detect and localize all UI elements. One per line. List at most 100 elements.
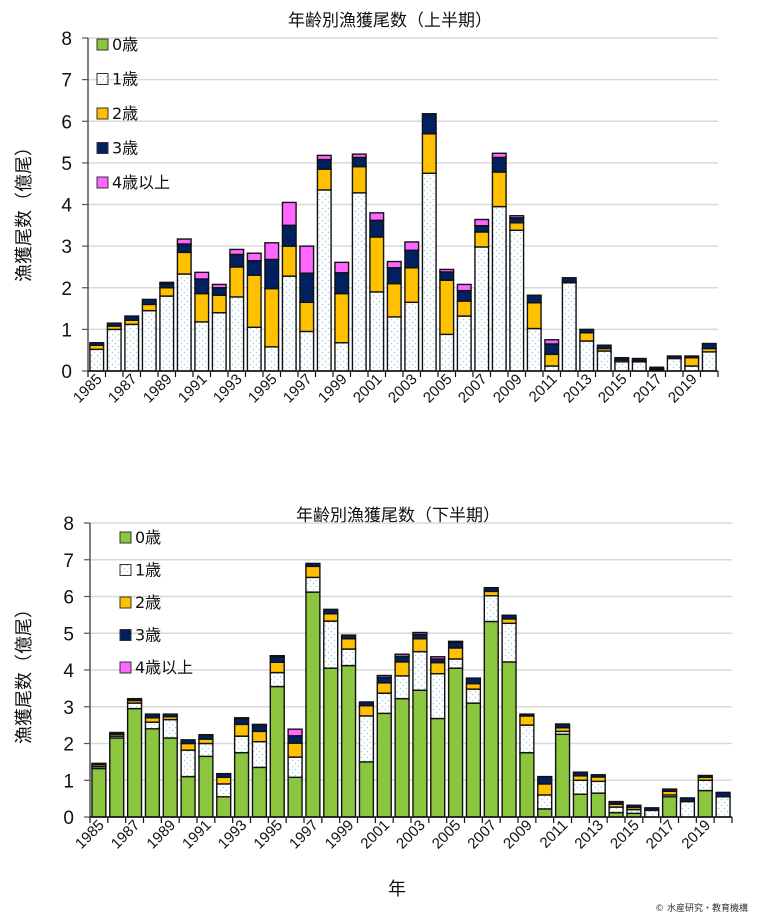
bar-segment-2004-s4: [430, 656, 446, 660]
bar-segment-2006-s0: [465, 702, 482, 818]
legend-swatch: [119, 661, 132, 674]
bar-segment-1995-s2: [264, 287, 280, 348]
x-tick-label: 1987: [105, 371, 141, 407]
bar-segment-1990-s0: [180, 775, 196, 818]
bar-segment-2018-s1: [666, 357, 682, 372]
x-tick-label: 2011: [537, 817, 572, 852]
legend-swatch: [119, 629, 132, 641]
bar-segment-2020-s3: [701, 342, 717, 350]
y-tick-label: 5: [61, 154, 72, 175]
bar-segment-1997-s0: [305, 591, 321, 818]
bar-segment-2012-s0: [572, 793, 589, 818]
bar-segment-2011-s2: [544, 353, 560, 367]
axes: [84, 522, 733, 823]
x-tick-label: 2017: [643, 817, 679, 853]
x-tick-label: 2019: [678, 817, 714, 853]
bar-segment-2020-s3: [715, 791, 731, 798]
bar-segment-1986-s1: [106, 328, 122, 372]
y-tick-label: 8: [63, 514, 74, 535]
bar-segment-1994-s4: [246, 252, 262, 262]
bar-segment-1989-s1: [159, 295, 175, 372]
bar-segment-1986-s0: [109, 737, 125, 818]
bar-segment-1987-s1: [126, 702, 143, 710]
bar-segment-1995-s3: [269, 656, 285, 663]
bar-segment-1996-s4: [281, 201, 297, 227]
bar-segment-1993-s1: [233, 735, 250, 754]
bar-segment-1990-s2: [180, 742, 196, 751]
bar-segment-2000-s3: [351, 156, 367, 168]
bar-segment-1989-s0: [162, 737, 178, 818]
bar-segment-2012-s3: [561, 277, 577, 283]
bar-segment-2013-s1: [590, 780, 606, 794]
bar-segment-2010-s1: [537, 794, 553, 810]
bar-segment-1989-s2: [159, 287, 175, 297]
bar-segment-2008-s4: [491, 152, 507, 159]
bar-segment-2003-s2: [412, 638, 428, 653]
bar-segment-1985-s3: [89, 341, 105, 346]
copyright-credit: © 水産研究・教育機構: [655, 904, 748, 914]
legend: 0歳 1歳 2歳 3歳 4歳以上: [96, 35, 170, 192]
bar-segment-2004-s2: [421, 133, 437, 174]
bar-segment-2007-s1: [483, 595, 499, 623]
bar-segment-2009-s4: [509, 215, 525, 219]
bar-segment-2008-s1: [491, 205, 507, 372]
y-axis-title: 漁獲尾数（億尾）: [14, 600, 35, 744]
bar-segment-1992-s1: [211, 312, 227, 372]
bar-segment-2001-s3: [369, 219, 385, 238]
bar-segment-1988-s3: [141, 298, 157, 306]
bar-segment-1994-s2: [251, 730, 268, 743]
bar-segment-2013-s3: [579, 328, 595, 334]
bar-segment-2005-s1: [439, 333, 455, 372]
bar-segment-2019-s3: [684, 355, 700, 359]
bar-segment-2010-s2: [537, 783, 553, 796]
bar-segment-2006-s4: [456, 283, 472, 292]
y-tick-label: 7: [63, 551, 74, 572]
bar-segment-1990-s1: [176, 273, 192, 372]
bar-segment-2003-s4: [404, 241, 420, 251]
bar-segment-2005-s2: [447, 647, 464, 660]
bar-segment-2007-s3: [483, 586, 499, 593]
y-axis-title: 漁獲尾数（億尾）: [14, 138, 35, 282]
bar-segment-2005-s3: [447, 641, 464, 649]
y-tick-label: 5: [63, 624, 74, 645]
bar-segment-1991-s0: [198, 755, 214, 818]
bar-segment-2019-s1: [697, 779, 713, 792]
bars: [91, 562, 731, 818]
bar-segment-2000-s3: [358, 701, 375, 707]
bar-segment-2007-s0: [483, 620, 499, 818]
y-tick-label: 2: [61, 279, 72, 300]
bar-segment-1999-s3: [340, 634, 357, 640]
bar-segment-1994-s4: [251, 723, 268, 727]
bar-segment-2006-s3: [456, 289, 472, 302]
x-tick-label: 2003: [385, 371, 421, 407]
legend-swatch: [96, 107, 109, 120]
bar-segment-1985-s0: [91, 767, 107, 818]
bar-segment-2003-s3: [404, 249, 420, 269]
bar-segment-1997-s2: [299, 301, 315, 333]
bar-segment-1992-s3: [216, 772, 232, 779]
bar-segment-2002-s1: [386, 316, 402, 372]
x-tick-label: 1985: [72, 817, 108, 853]
bar-segment-1993-s2: [229, 266, 245, 298]
bar-segment-1992-s4: [211, 283, 227, 289]
x-tick-label: 2019: [665, 371, 701, 407]
bar-segment-1988-s1: [144, 721, 161, 730]
bar-segment-2003-s2: [404, 267, 420, 304]
bar-segment-1988-s1: [141, 309, 157, 372]
bar-segment-1993-s4: [229, 248, 245, 256]
x-tick-label: 2007: [455, 371, 491, 407]
legend-label: 0歳: [112, 35, 138, 54]
bar-segment-2002-s3: [386, 267, 402, 285]
bar-segment-1990-s4: [176, 238, 192, 245]
bar-segment-2007-s4: [474, 218, 490, 227]
bar-segment-1999-s4: [334, 261, 350, 274]
bar-segment-1988-s0: [144, 728, 161, 818]
x-tick-label: 1999: [322, 817, 358, 853]
x-tick-label: 2013: [571, 817, 607, 853]
bar-segment-1995-s0: [269, 685, 285, 818]
bar-segment-2000-s2: [351, 165, 367, 194]
y-tick-label: 0: [61, 362, 72, 383]
bar-segment-1998-s1: [316, 189, 332, 372]
bar-segment-2000-s1: [351, 192, 367, 372]
bar-segment-2017-s3: [649, 366, 665, 370]
